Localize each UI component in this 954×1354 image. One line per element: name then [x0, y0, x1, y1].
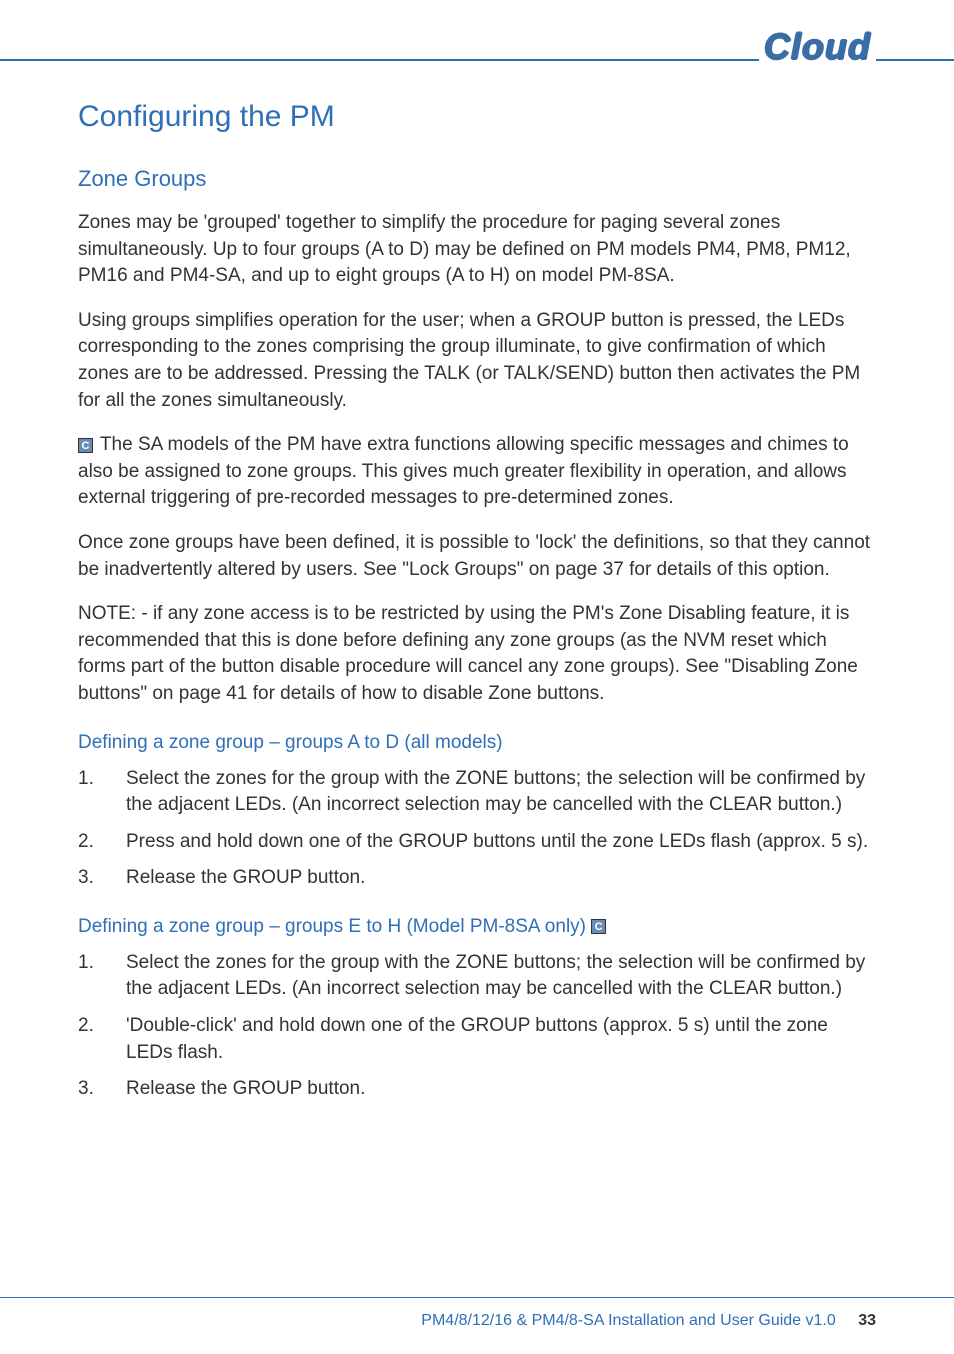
paragraph-lock: Once zone groups have been defined, it i…: [78, 530, 876, 583]
page-number: 33: [858, 1312, 876, 1329]
steps-list-b: Select the zones for the group with the …: [78, 950, 876, 1103]
paragraph-note: NOTE: - if any zone access is to be rest…: [78, 601, 876, 707]
page-title: Configuring the PM: [78, 100, 876, 134]
list-item: Select the zones for the group with the …: [78, 950, 876, 1003]
list-item: Select the zones for the group with the …: [78, 766, 876, 819]
section-title-zone-groups: Zone Groups: [78, 166, 876, 192]
page-content: Configuring the PM Zone Groups Zones may…: [78, 100, 876, 1113]
footer-doc-title: PM4/8/12/16 & PM4/8-SA Installation and …: [421, 1312, 835, 1329]
paragraph-groups-operation: Using groups simplifies operation for th…: [78, 308, 876, 414]
page-footer: PM4/8/12/16 & PM4/8-SA Installation and …: [421, 1312, 876, 1330]
info-icon: C: [591, 919, 606, 934]
steps-list-a: Select the zones for the group with the …: [78, 766, 876, 892]
footer-rule: [0, 1297, 954, 1298]
info-icon: C: [78, 438, 93, 453]
subheading-define-e-to-h: Defining a zone group – groups E to H (M…: [78, 916, 876, 938]
paragraph-intro: Zones may be 'grouped' together to simpl…: [78, 210, 876, 290]
list-item: Press and hold down one of the GROUP but…: [78, 829, 876, 856]
subheading-define-e-to-h-text: Defining a zone group – groups E to H (M…: [78, 916, 591, 937]
paragraph-sa-models: C The SA models of the PM have extra fun…: [78, 432, 876, 512]
list-item: 'Double-click' and hold down one of the …: [78, 1013, 876, 1066]
brand-logo: Cloud: [759, 26, 876, 68]
list-item: Release the GROUP button.: [78, 1076, 876, 1103]
paragraph-sa-models-text: The SA models of the PM have extra funct…: [78, 434, 849, 508]
subheading-define-a-to-d: Defining a zone group – groups A to D (a…: [78, 732, 876, 754]
list-item: Release the GROUP button.: [78, 865, 876, 892]
